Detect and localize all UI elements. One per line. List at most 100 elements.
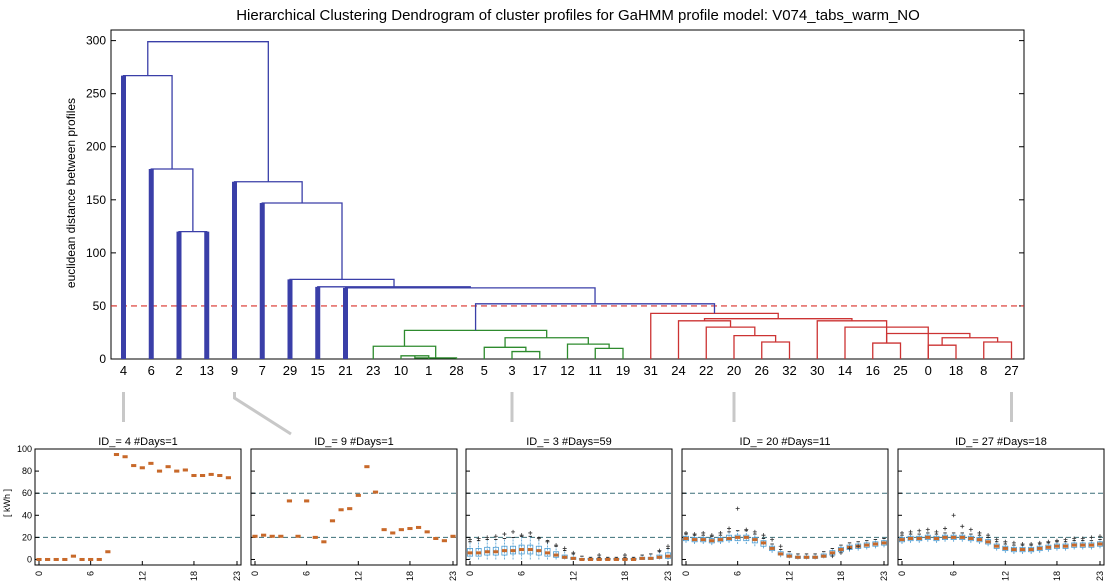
outlier-marker — [770, 537, 775, 542]
outlier-marker — [735, 506, 740, 511]
leaf-label-11: 11 — [589, 363, 603, 378]
dendrogram-link — [761, 341, 791, 359]
outlier-marker — [709, 533, 714, 538]
outlier-marker — [1037, 540, 1042, 545]
median-mark — [976, 538, 983, 542]
outlier-marker — [545, 539, 550, 544]
leaf-label-5: 5 — [481, 363, 488, 378]
y-tick-label: 250 — [86, 87, 106, 101]
outlier-marker — [856, 544, 861, 549]
median-mark — [62, 557, 68, 561]
x-tick-label: 6 — [302, 571, 312, 576]
outlier-marker — [511, 529, 516, 534]
outlier-marker — [536, 536, 541, 541]
median-mark — [743, 535, 749, 539]
leaf-label-10: 10 — [394, 363, 408, 378]
leaf-label-23: 23 — [366, 363, 380, 378]
dendrogram-link — [317, 286, 471, 359]
panel-frame — [465, 448, 673, 566]
median-mark — [45, 557, 51, 561]
x-tick-label: 12 — [353, 571, 363, 581]
median-mark — [752, 538, 758, 542]
dendrogram-link — [344, 287, 596, 359]
dendrogram-y-axis-label: euclidean distance between profiles — [64, 98, 78, 288]
median-mark — [622, 557, 628, 561]
median-mark — [726, 536, 732, 540]
outlier-marker — [684, 530, 688, 535]
outlier-marker — [1046, 539, 1051, 544]
x-tick-label: 18 — [189, 571, 199, 581]
median-mark — [700, 538, 706, 542]
median-mark — [587, 557, 594, 561]
outlier-marker — [1029, 542, 1034, 547]
dendrogram-link — [677, 320, 732, 359]
outlier-marker — [994, 537, 999, 542]
outlier-marker — [960, 524, 965, 529]
median-mark — [467, 551, 473, 555]
dendrogram-link — [983, 341, 1013, 359]
outlier-marker — [925, 527, 930, 532]
median-mark — [217, 474, 223, 478]
median-mark — [321, 540, 327, 544]
boxplot-panel-0: ID_= 4 #Days=1 0 20 40 60 80 100 0 6 12 18 23 — [17, 436, 242, 581]
panel-frame — [34, 448, 242, 566]
median-mark — [312, 535, 318, 539]
leaf-label-2: 2 — [175, 363, 182, 378]
median-mark — [122, 455, 128, 459]
median-mark — [1080, 543, 1086, 547]
median-mark — [803, 555, 810, 559]
median-mark — [994, 544, 1000, 548]
dendrogram-link — [372, 345, 437, 359]
boxplot-panel-3: ID_= 20 #Days=11 0 6 12 18 23 — [681, 436, 889, 581]
median-mark — [493, 550, 499, 554]
leaf-label-12: 12 — [560, 363, 574, 378]
x-tick-label: 18 — [620, 571, 630, 581]
median-mark — [778, 552, 784, 556]
x-tick-label: 18 — [836, 571, 846, 581]
leaf-label-19: 19 — [616, 363, 630, 378]
median-mark — [639, 556, 645, 560]
y-tick-label: 50 — [93, 299, 107, 313]
median-mark — [269, 534, 275, 538]
dendrogram-link — [122, 74, 173, 359]
outlier-marker — [943, 526, 948, 531]
outlier-marker — [519, 533, 524, 538]
median-mark — [96, 557, 102, 561]
leaf-label-15: 15 — [311, 363, 325, 378]
panel-frame — [897, 448, 1105, 566]
median-mark — [1088, 543, 1094, 547]
dendrogram-link — [150, 168, 194, 359]
median-mark — [182, 468, 188, 472]
median-mark — [70, 554, 77, 558]
median-mark — [821, 554, 827, 558]
panel-title: ID_= 20 #Days=11 — [740, 436, 831, 448]
outlier-marker — [917, 528, 922, 533]
leaf-label-20: 20 — [727, 363, 741, 378]
y-tick-label: 40 — [22, 510, 32, 520]
outlier-marker — [1072, 536, 1077, 541]
dendrogram-link — [872, 342, 902, 359]
y-tick-label: 200 — [86, 140, 106, 154]
x-tick-label: 6 — [517, 571, 527, 576]
outlier-marker — [485, 535, 490, 540]
x-tick-label: 0 — [34, 571, 44, 576]
dendrogram-link — [733, 335, 777, 359]
outlier-marker — [752, 529, 757, 534]
median-mark — [476, 551, 482, 555]
median-mark — [398, 528, 404, 532]
panel-title: ID_= 3 #Days=59 — [526, 436, 612, 448]
panel-title: ID_= 9 #Days=1 — [314, 436, 394, 448]
outlier-marker — [1011, 540, 1016, 545]
median-mark — [951, 535, 957, 539]
x-tick-label: 0 — [681, 571, 691, 576]
median-mark — [424, 530, 430, 534]
median-mark — [519, 548, 525, 552]
x-tick-label: 12 — [137, 571, 147, 581]
outlier-marker — [1054, 538, 1059, 543]
x-tick-label: 23 — [879, 571, 889, 581]
median-mark — [381, 528, 387, 532]
outlier-marker — [951, 513, 956, 518]
median-mark — [544, 551, 551, 555]
x-tick-label: 18 — [405, 571, 415, 581]
